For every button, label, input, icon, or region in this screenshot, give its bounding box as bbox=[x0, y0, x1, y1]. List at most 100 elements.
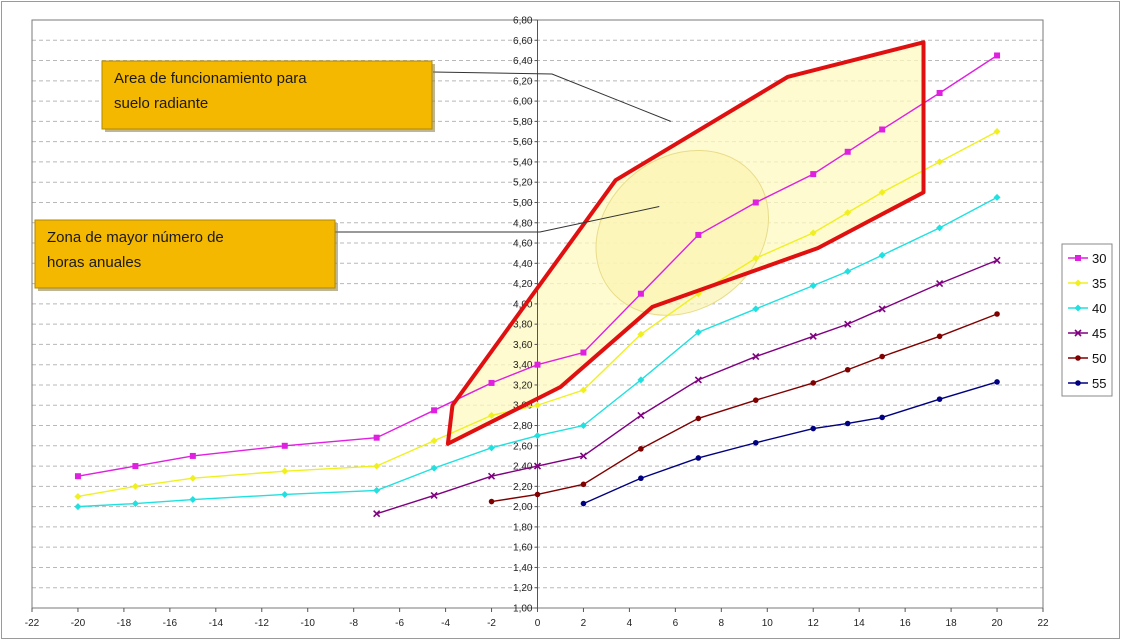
legend-entry-35: 35 bbox=[1068, 276, 1106, 291]
y-tick-label: 4,40 bbox=[513, 259, 533, 270]
data-point bbox=[638, 446, 644, 452]
legend-swatch-marker bbox=[1075, 355, 1081, 361]
data-point bbox=[487, 472, 496, 480]
series-layer bbox=[74, 52, 1001, 518]
high-hours-callout-text-line: Zona de mayor número de bbox=[47, 229, 224, 246]
data-point bbox=[809, 282, 817, 290]
data-point bbox=[936, 396, 943, 402]
legend-entry-40: 40 bbox=[1068, 301, 1106, 316]
x-tick-label: 12 bbox=[808, 618, 820, 629]
data-point bbox=[488, 411, 496, 419]
data-point bbox=[580, 500, 587, 507]
data-point bbox=[534, 361, 541, 368]
callout-layer: Area de funcionamiento para suelo radiant… bbox=[34, 60, 671, 291]
data-point bbox=[189, 452, 196, 459]
high-hours-zone-ellipse bbox=[595, 149, 769, 316]
legend-swatch-marker bbox=[1074, 279, 1082, 287]
x-tick-label: -10 bbox=[301, 618, 316, 629]
data-point bbox=[810, 171, 817, 178]
data-point bbox=[488, 379, 495, 386]
x-tick-label: 6 bbox=[673, 618, 679, 629]
data-point bbox=[809, 332, 817, 340]
series-35 bbox=[74, 128, 1001, 500]
data-point bbox=[373, 434, 380, 441]
y-tick-label: 6,80 bbox=[513, 16, 533, 27]
legend-entry-50: 50 bbox=[1068, 351, 1106, 366]
high-hours-callout-box bbox=[34, 219, 336, 289]
data-point bbox=[189, 474, 197, 482]
data-point bbox=[994, 311, 1000, 317]
data-point bbox=[694, 376, 702, 384]
y-tick-label: 2,00 bbox=[513, 502, 533, 513]
data-point bbox=[373, 462, 381, 470]
y-tick-label: 4,20 bbox=[513, 279, 533, 290]
x-tick-label: -2 bbox=[487, 618, 496, 629]
y-tick-label: 2,60 bbox=[513, 441, 533, 452]
data-point bbox=[810, 380, 817, 386]
data-point bbox=[131, 482, 139, 490]
x-tick-label: -6 bbox=[395, 618, 404, 629]
y-tick-label: 1,80 bbox=[513, 522, 533, 533]
data-point bbox=[844, 420, 851, 427]
x-tick-label: -12 bbox=[255, 618, 270, 629]
data-point bbox=[534, 401, 541, 409]
data-point bbox=[752, 439, 759, 446]
y-tick-label: 3,20 bbox=[513, 380, 533, 391]
y-tick-label: 5,40 bbox=[513, 157, 533, 168]
x-tick-label: 4 bbox=[627, 618, 633, 629]
data-point bbox=[936, 224, 944, 232]
x-tick-label: -16 bbox=[163, 618, 178, 629]
y-tick-label: 6,40 bbox=[513, 56, 533, 67]
y-tick-label: 3,40 bbox=[513, 360, 533, 371]
data-point bbox=[131, 500, 139, 508]
y-tick-label: 6,00 bbox=[513, 97, 533, 108]
legend-entry-55: 55 bbox=[1068, 376, 1106, 391]
data-point bbox=[373, 486, 381, 494]
data-point bbox=[430, 491, 438, 500]
data-point bbox=[994, 52, 1001, 59]
operating-area-layer bbox=[447, 42, 924, 444]
operating-area-callout: Area de funcionamiento para suelo radiant… bbox=[101, 60, 671, 132]
data-point bbox=[810, 425, 817, 432]
high-hours-callout-text-line: horas anuales bbox=[47, 254, 141, 271]
x-tick-label: 16 bbox=[900, 618, 912, 629]
x-tick-label: 10 bbox=[762, 618, 774, 629]
series-45 bbox=[373, 256, 1001, 518]
data-point bbox=[993, 193, 1001, 201]
y-tick-label: 6,20 bbox=[513, 76, 533, 87]
data-point bbox=[189, 496, 197, 504]
y-tick-label: 2,20 bbox=[513, 482, 533, 493]
data-point bbox=[281, 467, 289, 475]
x-tick-label: 8 bbox=[719, 618, 725, 629]
series-40 bbox=[74, 193, 1001, 511]
data-point bbox=[752, 199, 759, 206]
y-tick-label: 2,80 bbox=[513, 421, 533, 432]
data-point bbox=[994, 379, 1000, 385]
data-point bbox=[74, 492, 82, 500]
data-point bbox=[878, 188, 886, 196]
x-tick-label: 2 bbox=[581, 618, 587, 629]
legend-box bbox=[1061, 243, 1113, 397]
data-point bbox=[752, 353, 760, 361]
data-point bbox=[534, 432, 541, 440]
y-tick-label: 1,00 bbox=[513, 604, 533, 615]
data-point bbox=[695, 455, 702, 461]
x-tick-label: -22 bbox=[25, 618, 40, 629]
operating-area-callout-box bbox=[101, 60, 433, 130]
y-tick-label: 5,60 bbox=[513, 137, 533, 148]
data-point bbox=[879, 414, 885, 421]
data-point bbox=[879, 126, 886, 133]
series-50 bbox=[488, 311, 1000, 505]
y-tick-label: 5,80 bbox=[513, 117, 533, 128]
y-tick-label: 1,60 bbox=[513, 543, 533, 554]
data-point bbox=[844, 320, 852, 328]
data-point bbox=[637, 376, 645, 384]
data-point bbox=[936, 158, 944, 166]
data-point bbox=[844, 366, 851, 373]
data-point bbox=[638, 475, 644, 482]
y-tick-label: 5,20 bbox=[513, 178, 533, 189]
legend-label: 30 bbox=[1092, 251, 1106, 266]
y-tick-label: 4,80 bbox=[513, 218, 533, 229]
x-tick-label: -20 bbox=[71, 618, 86, 629]
